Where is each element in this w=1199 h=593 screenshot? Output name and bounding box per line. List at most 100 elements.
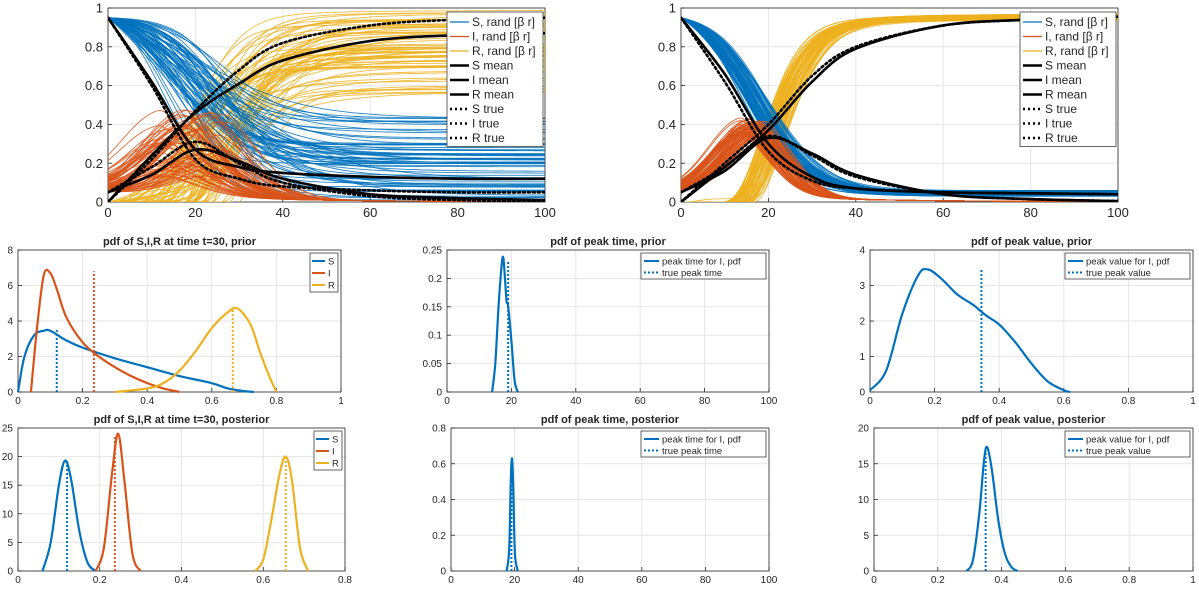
legend: SIR — [310, 253, 338, 292]
x-tick-label: 0.4 — [140, 396, 154, 407]
x-tick-label: 0.6 — [1058, 575, 1072, 586]
x-tick-label: 100 — [534, 205, 556, 220]
pdf-curve-peak-value-for-i-pdf — [967, 447, 1018, 571]
legend-label: R true — [1045, 131, 1078, 145]
y-tick-label: 5 — [863, 531, 869, 542]
y-tick-label: 0.4 — [85, 117, 103, 132]
legend-label: S mean — [1045, 59, 1086, 73]
legend-label: true peak time — [662, 446, 722, 457]
x-tick-label: 40 — [573, 575, 585, 586]
x-tick-label: 0 — [871, 575, 877, 586]
x-tick-label: 20 — [506, 396, 518, 407]
legend-label: I mean — [1045, 73, 1082, 87]
legend-label: R mean — [1045, 88, 1087, 102]
y-tick-label: 0 — [859, 388, 865, 399]
y-tick-label: 10 — [2, 509, 14, 520]
legend-label: peak time for I, pdf — [662, 257, 741, 268]
legend-label: I true — [472, 117, 500, 131]
y-tick-label: 0.2 — [85, 156, 103, 171]
pdf-curve-s — [43, 461, 96, 571]
chart-title: pdf of S,I,R at time t=30, posterior — [94, 414, 270, 426]
legend-label: true peak time — [662, 268, 722, 279]
legend: S, rand [β r]I, rand [β r]R, rand [β r]S… — [1020, 12, 1116, 147]
x-tick-label: 0.6 — [256, 575, 270, 586]
x-tick-label: 0.6 — [1057, 396, 1071, 407]
y-tick-label: 2 — [859, 317, 865, 328]
chart-title: pdf of peak time, posterior — [541, 414, 680, 426]
x-tick-label: 0 — [104, 205, 111, 220]
legend-label: I true — [1045, 117, 1073, 131]
legend-label: R true — [472, 131, 505, 145]
x-tick-label: 0.8 — [338, 575, 352, 586]
legend-label: peak value for I, pdf — [1086, 257, 1170, 268]
x-tick-label: 0.4 — [175, 575, 189, 586]
chart-title: pdf of S,I,R at time t=30, prior — [103, 236, 257, 248]
x-tick-label: 1 — [1190, 575, 1196, 586]
x-tick-label: 80 — [1023, 205, 1037, 220]
y-tick-label: 0.1 — [428, 331, 442, 342]
y-tick-label: 0.4 — [658, 117, 676, 132]
legend-label: I — [332, 447, 335, 458]
y-tick-label: 10 — [858, 495, 870, 506]
y-tick-label: 5 — [7, 538, 13, 549]
legend-label: S — [332, 435, 338, 446]
y-tick-label: 8 — [7, 246, 13, 257]
x-tick-label: 80 — [450, 205, 464, 220]
legend-label: true peak value — [1086, 446, 1151, 457]
x-tick-label: 0 — [677, 205, 684, 220]
y-tick-label: 0.2 — [432, 531, 446, 542]
y-tick-label: 0.8 — [432, 424, 446, 435]
y-tick-label: 0.8 — [85, 39, 103, 54]
y-tick-label: 0 — [863, 567, 869, 578]
x-tick-label: 60 — [363, 205, 377, 220]
x-tick-label: 0 — [444, 396, 450, 407]
y-tick-label: 0.8 — [658, 39, 676, 54]
legend-label: S — [328, 257, 334, 268]
y-tick-label: 0 — [96, 195, 103, 210]
y-tick-label: 20 — [858, 424, 870, 435]
x-tick-label: 0.2 — [76, 396, 90, 407]
x-tick-label: 0.8 — [1121, 396, 1135, 407]
y-tick-label: 1 — [669, 1, 676, 16]
x-tick-label: 80 — [699, 396, 711, 407]
x-tick-label: 1 — [338, 396, 344, 407]
legend-label: peak time for I, pdf — [662, 435, 741, 446]
x-tick-label: 60 — [635, 396, 647, 407]
y-tick-label: 6 — [7, 281, 13, 292]
y-tick-label: 3 — [859, 281, 865, 292]
y-tick-label: 25 — [2, 424, 14, 435]
legend-label: peak value for I, pdf — [1086, 435, 1170, 446]
x-tick-label: 60 — [636, 575, 648, 586]
y-tick-label: 0.25 — [423, 246, 443, 257]
y-tick-label: 0 — [440, 567, 446, 578]
x-tick-label: 0 — [15, 396, 21, 407]
legend-label: true peak value — [1086, 268, 1151, 279]
y-tick-label: 0 — [7, 567, 13, 578]
y-tick-label: 0 — [7, 388, 13, 399]
pdf-curve-s — [18, 330, 254, 392]
y-tick-label: 0.4 — [432, 495, 446, 506]
x-tick-label: 1 — [1190, 396, 1196, 407]
x-tick-label: 0.2 — [931, 575, 945, 586]
legend: S, rand [β r]I, rand [β r]R, rand [β r]S… — [447, 12, 543, 147]
legend-label: R mean — [472, 88, 514, 102]
x-tick-label: 40 — [276, 205, 290, 220]
x-tick-label: 0.6 — [205, 396, 219, 407]
x-tick-label: 80 — [700, 575, 712, 586]
x-tick-label: 100 — [761, 396, 778, 407]
legend-label: I — [328, 269, 331, 280]
x-tick-label: 0.8 — [269, 396, 283, 407]
y-tick-label: 1 — [859, 352, 865, 363]
legend-label: S, rand [β r] — [472, 15, 535, 29]
y-tick-label: 1 — [96, 1, 103, 16]
y-tick-label: 0.2 — [428, 274, 442, 285]
y-tick-label: 2 — [7, 352, 13, 363]
y-tick-label: 15 — [2, 481, 14, 492]
y-tick-label: 0.15 — [423, 302, 443, 313]
